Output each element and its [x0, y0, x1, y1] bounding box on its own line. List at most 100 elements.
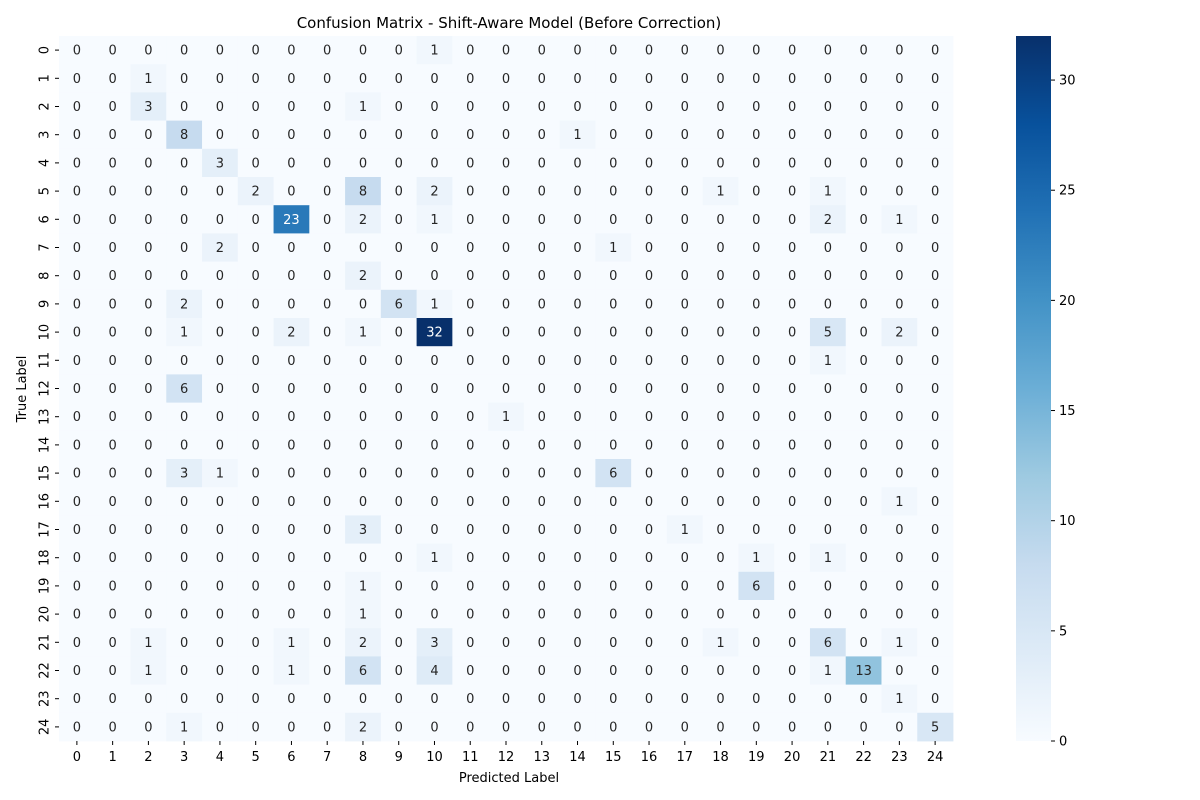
cell-value-label: 0	[180, 410, 188, 425]
cell-value-label: 0	[323, 410, 331, 425]
cell-value-label: 0	[395, 467, 403, 482]
heatmap-cell	[881, 289, 918, 319]
cell-value-label: 0	[108, 44, 116, 59]
heatmap-cell	[380, 261, 417, 291]
cell-value-label: 0	[323, 720, 331, 735]
heatmap-cell	[738, 571, 775, 601]
cell-value-label: 0	[216, 297, 224, 312]
heatmap-cell	[59, 36, 96, 65]
heatmap-cell	[738, 402, 775, 432]
y-tick-label: 4	[38, 159, 53, 167]
cell-value-label: 0	[73, 636, 81, 651]
colorbar-ticks: 0 5 10 15 20 25 30	[1051, 74, 1076, 750]
cell-value-label: 2	[430, 185, 438, 200]
cell-value-label: 0	[180, 608, 188, 623]
cell-value-label: 0	[323, 213, 331, 228]
cell-value-label: 0	[788, 241, 796, 256]
x-tick-label: 0	[73, 750, 81, 765]
y-tick-label: 1	[38, 74, 53, 82]
colorbar-tick-label: 30	[1059, 74, 1076, 89]
heatmap-cell	[631, 712, 668, 742]
heatmap-cell	[809, 571, 847, 601]
heatmap-cell	[631, 487, 668, 516]
cell-value-label: 0	[716, 720, 724, 735]
heatmap-cell	[809, 430, 847, 460]
cell-value-label: 0	[252, 382, 260, 397]
heatmap-cell	[631, 120, 668, 150]
cell-value-label: 0	[931, 72, 939, 87]
cell-value-label: 0	[466, 269, 474, 284]
cell-value-label: 0	[252, 213, 260, 228]
cell-value-label: 0	[573, 185, 581, 200]
heatmap-cell	[380, 487, 417, 516]
heatmap-cell	[416, 148, 453, 178]
heatmap-cell	[488, 64, 525, 93]
cell-value-label: 0	[252, 100, 260, 115]
heatmap-cell	[59, 374, 96, 403]
cell-value-label: 0	[681, 185, 689, 200]
cell-value-label: 0	[502, 326, 510, 341]
heatmap-cell	[809, 459, 847, 488]
cell-value-label: 0	[752, 156, 760, 171]
cell-value-label: 1	[144, 72, 152, 87]
cell-value-label: 0	[824, 128, 832, 143]
cell-value-label: 0	[466, 241, 474, 256]
heatmap-cell	[345, 177, 382, 206]
cell-value-label: 6	[609, 467, 617, 482]
y-tick-label: 6	[38, 215, 53, 223]
cell-value-label: 0	[108, 128, 116, 143]
heatmap-cell	[416, 402, 453, 432]
heatmap-cell	[738, 318, 775, 347]
cell-value-label: 0	[788, 467, 796, 482]
heatmap-cell	[94, 543, 131, 573]
cell-value-label: 0	[323, 241, 331, 256]
heatmap-cell	[523, 92, 561, 121]
cell-value-label: 0	[466, 100, 474, 115]
heatmap-cell	[702, 177, 739, 206]
cell-value-label: 1	[716, 636, 724, 651]
cell-value-label: 0	[252, 720, 260, 735]
cell-value-label: 0	[859, 128, 867, 143]
cell-value-label: 0	[645, 213, 653, 228]
heatmap-cell	[631, 515, 668, 544]
heatmap-cell	[488, 346, 525, 375]
heatmap-cell	[666, 712, 704, 742]
heatmap-cell	[881, 120, 918, 150]
heatmap-cell	[631, 289, 668, 319]
cell-value-label: 0	[73, 100, 81, 115]
cell-value-label: 0	[609, 44, 617, 59]
heatmap-cell	[845, 656, 882, 685]
cell-value-label: 0	[824, 720, 832, 735]
cell-value-label: 0	[466, 636, 474, 651]
heatmap-cell	[631, 36, 668, 65]
heatmap-cell	[237, 402, 274, 432]
cell-value-label: 0	[788, 269, 796, 284]
cell-value-label: 1	[216, 467, 224, 482]
heatmap-cell	[809, 64, 847, 93]
heatmap-cell	[273, 289, 310, 319]
cell-value-label: 0	[216, 692, 224, 707]
heatmap-cell	[416, 233, 453, 262]
cell-value-label: 0	[931, 608, 939, 623]
cell-value-label: 0	[645, 523, 653, 538]
cell-value-label: 0	[73, 523, 81, 538]
cell-value-label: 0	[323, 297, 331, 312]
heatmap-cell	[345, 402, 382, 432]
cell-value-label: 3	[430, 636, 438, 651]
cell-value-label: 1	[180, 720, 188, 735]
cell-value-label: 0	[73, 720, 81, 735]
heatmap-cell	[94, 600, 131, 629]
cell-value-label: 0	[359, 551, 367, 566]
cell-value-label: 0	[645, 297, 653, 312]
heatmap-cell	[452, 712, 489, 742]
cell-value-label: 0	[645, 100, 653, 115]
x-tick-label: 20	[784, 750, 801, 765]
heatmap-cell	[237, 684, 274, 714]
cell-value-label: 0	[359, 495, 367, 510]
heatmap-cell	[809, 374, 847, 403]
heatmap-cell	[273, 36, 310, 65]
cell-value-label: 0	[716, 72, 724, 87]
cell-value-label: 0	[824, 608, 832, 623]
heatmap-cell	[380, 402, 417, 432]
heatmap-cell	[488, 120, 525, 150]
